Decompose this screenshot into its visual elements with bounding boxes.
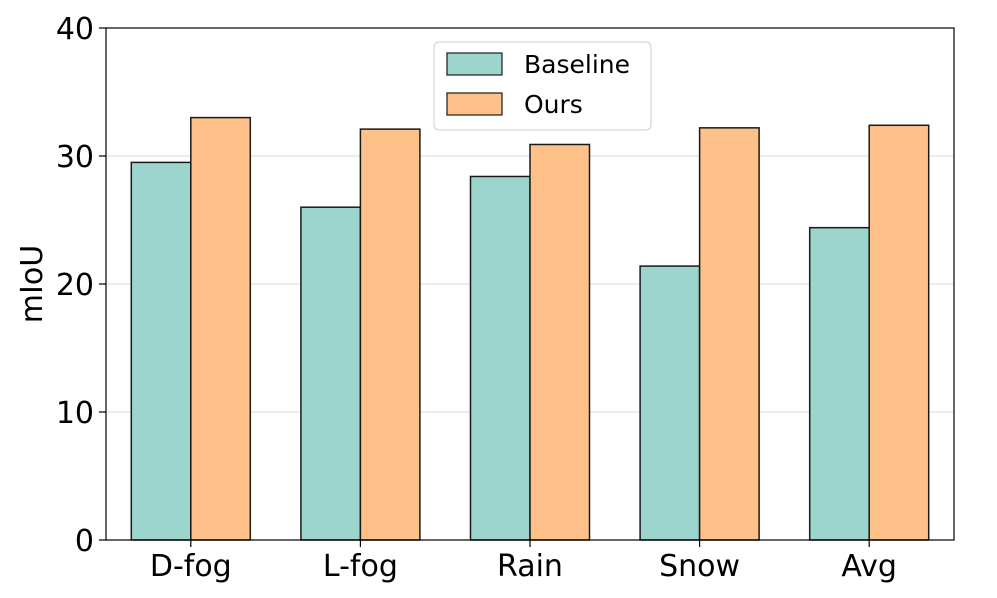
x-tick-label: Avg bbox=[841, 549, 897, 584]
bars bbox=[130, 116, 930, 541]
bar-baseline-rain bbox=[469, 175, 531, 541]
x-tick-label: Rain bbox=[497, 549, 563, 584]
bar-ours-l-fog bbox=[359, 128, 421, 541]
y-tick-label: 10 bbox=[56, 396, 94, 431]
bar-baseline-avg bbox=[808, 226, 870, 541]
y-axis-label: mIoU bbox=[15, 245, 50, 323]
x-axis: D-fog L-fog Rain Snow Avg bbox=[150, 540, 897, 584]
x-tick-label: Snow bbox=[659, 549, 740, 584]
legend-label-baseline: Baseline bbox=[524, 50, 630, 79]
y-tick-label: 0 bbox=[75, 524, 94, 559]
y-axis: 0 10 20 30 40 bbox=[56, 12, 106, 559]
legend: Baseline Ours bbox=[433, 41, 652, 131]
bar-baseline-snow bbox=[639, 265, 701, 541]
x-tick-label: D-fog bbox=[150, 549, 232, 584]
legend-swatch-ours bbox=[446, 92, 503, 116]
x-tick-label: L-fog bbox=[323, 549, 398, 584]
bar-ours-snow bbox=[698, 127, 760, 541]
y-tick-label: 40 bbox=[56, 12, 94, 47]
bar-baseline-d-fog bbox=[130, 161, 192, 541]
legend-label-ours: Ours bbox=[524, 90, 583, 119]
bar-ours-d-fog bbox=[190, 116, 252, 541]
y-tick-label: 20 bbox=[56, 268, 94, 303]
legend-swatch-baseline bbox=[446, 52, 503, 76]
y-tick-label: 30 bbox=[56, 140, 94, 175]
bar-ours-avg bbox=[868, 124, 930, 541]
bar-baseline-l-fog bbox=[300, 206, 362, 541]
bar-ours-rain bbox=[529, 143, 591, 541]
